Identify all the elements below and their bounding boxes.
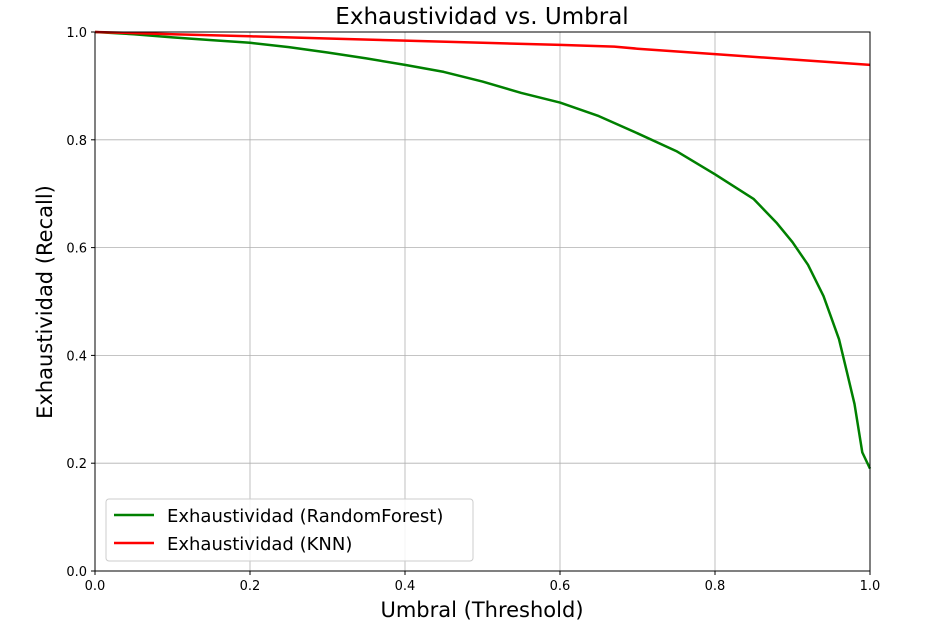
y-tick-label: 0.2 [66, 457, 87, 472]
grid-lines [94, 31, 871, 572]
y-tick-label: 0.8 [66, 134, 87, 149]
y-tick-label: 0.6 [66, 242, 87, 257]
x-tick-label: 0.0 [85, 579, 106, 594]
x-tick-label: 0.6 [550, 579, 571, 594]
legend-label-randomforest: Exhaustividad (RandomForest) [167, 506, 443, 527]
y-tick-label: 0.0 [66, 565, 87, 580]
y-tick-label: 1.0 [66, 26, 87, 41]
series-line-knn [94, 30, 871, 67]
series-lines [94, 30, 872, 470]
legend-label-knn: Exhaustividad (KNN) [167, 534, 352, 555]
x-axis-title: Umbral (Threshold) [380, 598, 583, 622]
chart-title: Exhaustividad vs. Umbral [335, 4, 628, 30]
y-axis-title: Exhaustividad (Recall) [33, 185, 57, 419]
y-tick-label: 0.4 [66, 349, 87, 364]
x-tick-label: 0.2 [240, 579, 261, 594]
series-line-randomforest [94, 30, 872, 470]
x-tick-label: 0.4 [395, 579, 416, 594]
axis-ticks: 0.0 0.2 0.4 0.6 0.8 1.0 0.0 0.2 0.4 0.6 0.8 1.0 [66, 26, 880, 594]
x-tick-label: 1.0 [860, 579, 881, 594]
legend-box [105, 498, 474, 562]
legend: Exhaustividad (RandomForest) Exhaustivid… [105, 498, 474, 562]
plot-frame [94, 31, 871, 572]
x-tick-label: 0.8 [705, 579, 726, 594]
